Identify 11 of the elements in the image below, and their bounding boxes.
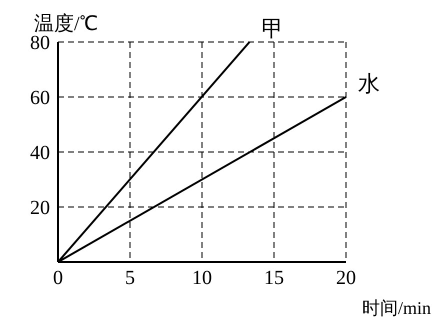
y-tick-label: 60 (30, 87, 50, 110)
series-label: 甲 (262, 16, 284, 41)
x-axis-title: 时间/min (362, 297, 432, 320)
series-label: 水 (358, 71, 380, 96)
x-tick-label: 15 (264, 267, 284, 290)
x-tick-label: 0 (53, 267, 63, 290)
y-tick-label: 40 (30, 142, 50, 164)
x-tick-label: 5 (125, 267, 135, 290)
x-tick-label: 20 (336, 267, 356, 290)
x-tick-label: 10 (192, 267, 212, 290)
y-tick-label: 20 (30, 197, 50, 220)
